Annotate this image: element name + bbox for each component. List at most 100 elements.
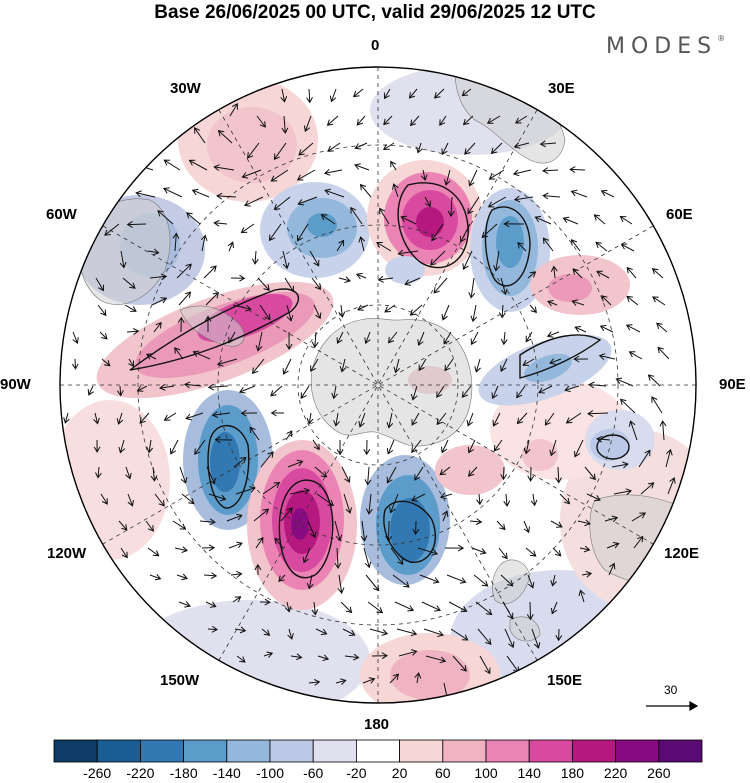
colorbar-swatch: [183, 739, 228, 763]
lon-label-150e: 150E: [547, 672, 583, 689]
wind-arrow: [550, 574, 557, 587]
wind-arrow: [539, 140, 557, 148]
wind-arrow: [525, 331, 533, 343]
wind-arrow: [358, 236, 366, 252]
wind-arrow: [525, 547, 537, 557]
wind-arrow: [147, 248, 160, 256]
wind-arrow: [273, 196, 291, 211]
wind-arrow: [443, 331, 452, 345]
wind-arrow: [386, 439, 395, 455]
wind-arrow: [461, 385, 472, 398]
wind-arrow: [178, 291, 192, 306]
wind-arrow: [474, 358, 481, 373]
wind-arrow: [226, 513, 243, 522]
wind-arrow: [251, 358, 265, 375]
wind-arrow: [116, 412, 124, 425]
wind-arrow: [411, 493, 426, 502]
wind-arrow: [392, 183, 399, 198]
wind-arrow: [331, 385, 338, 400]
wind-arrow: [651, 396, 663, 414]
wind-arrow: [431, 223, 444, 242]
wind-arrow: [249, 426, 260, 441]
wind-arrow: [386, 412, 394, 429]
wind-arrow: [596, 270, 610, 279]
colorbar-tick-label: 180: [560, 765, 585, 781]
wind-arrow: [313, 304, 322, 320]
wind-arrow: [459, 223, 471, 243]
wind-arrow: [464, 142, 476, 155]
reference-vector-label: 30: [664, 683, 678, 697]
wind-arrow: [287, 459, 304, 468]
wind-arrow: [364, 466, 372, 486]
wind-arrow: [411, 412, 420, 426]
wind-arrow: [446, 574, 467, 584]
wind-arrow: [270, 169, 289, 182]
colorbar-swatch: [96, 739, 141, 763]
colorbar-swatch: [528, 739, 573, 763]
wind-arrow: [503, 493, 511, 507]
wind-arrow: [159, 384, 175, 391]
wind-arrow: [461, 88, 472, 97]
wind-arrow: [163, 187, 183, 198]
wind-arrow: [326, 115, 339, 126]
wind-arrow: [259, 598, 271, 606]
wind-arrow: [468, 169, 478, 187]
wind-arrow: [217, 129, 233, 144]
colorbar-swatch: [615, 739, 660, 763]
wind-arrow: [549, 439, 557, 457]
wind-arrow: [389, 493, 399, 514]
colorbar-tick-label: 220: [603, 765, 628, 781]
wind-arrow: [534, 215, 552, 225]
wind-arrow: [139, 412, 150, 424]
wind-arrow: [579, 545, 591, 553]
lon-label-120e: 120E: [664, 545, 700, 562]
wind-arrow: [420, 169, 428, 182]
wind-arrow: [262, 482, 281, 495]
wind-arrow: [574, 326, 587, 333]
colorbar-tick-label: -140: [212, 765, 241, 781]
wind-arrow: [300, 385, 310, 400]
wind-arrow: [255, 536, 264, 549]
colorbar-swatch: [399, 739, 444, 763]
wind-arrow: [150, 466, 158, 482]
wind-arrow: [203, 572, 218, 579]
wind-arrow: [388, 331, 398, 344]
wind-arrow: [247, 142, 260, 159]
wind-arrow: [358, 412, 366, 428]
wind-arrow: [500, 277, 508, 296]
wind-arrow: [412, 520, 420, 536]
wind-arrow: [444, 358, 454, 372]
wind-arrow: [587, 410, 609, 418]
wind-arrow: [101, 358, 111, 367]
wind-arrow: [206, 466, 216, 485]
wind-arrow: [306, 88, 313, 104]
wind-arrow: [119, 250, 127, 269]
wind-arrow: [393, 358, 401, 374]
wind-arrow: [500, 331, 508, 346]
wind-arrow: [633, 535, 644, 549]
wind-arrow: [417, 331, 425, 347]
lon-label-120w: 120W: [47, 545, 87, 562]
wind-arrow: [516, 385, 526, 399]
wind-arrow: [286, 304, 294, 322]
wind-arrow: [475, 601, 493, 616]
wind-arrow: [492, 412, 501, 427]
wind-arrow: [470, 304, 478, 323]
wind-arrow: [423, 628, 444, 637]
wind-arrow: [397, 249, 419, 257]
wind-arrow: [544, 412, 555, 426]
map-boundary: [59, 66, 697, 704]
wind-arrow: [376, 242, 392, 252]
wind-arrow: [120, 547, 128, 559]
wind-arrow: [549, 358, 562, 365]
wind-arrow: [409, 304, 423, 316]
wind-arrow: [126, 328, 140, 335]
lon-label-0: 0: [371, 37, 380, 54]
wind-arrow: [163, 159, 181, 171]
wind-arrow: [527, 271, 537, 279]
wind-arrow: [385, 520, 393, 542]
colorbar-tick-label: 260: [647, 765, 671, 781]
wind-arrow: [99, 331, 108, 340]
wind-arrow: [542, 167, 559, 175]
wind-arrow: [307, 520, 317, 539]
